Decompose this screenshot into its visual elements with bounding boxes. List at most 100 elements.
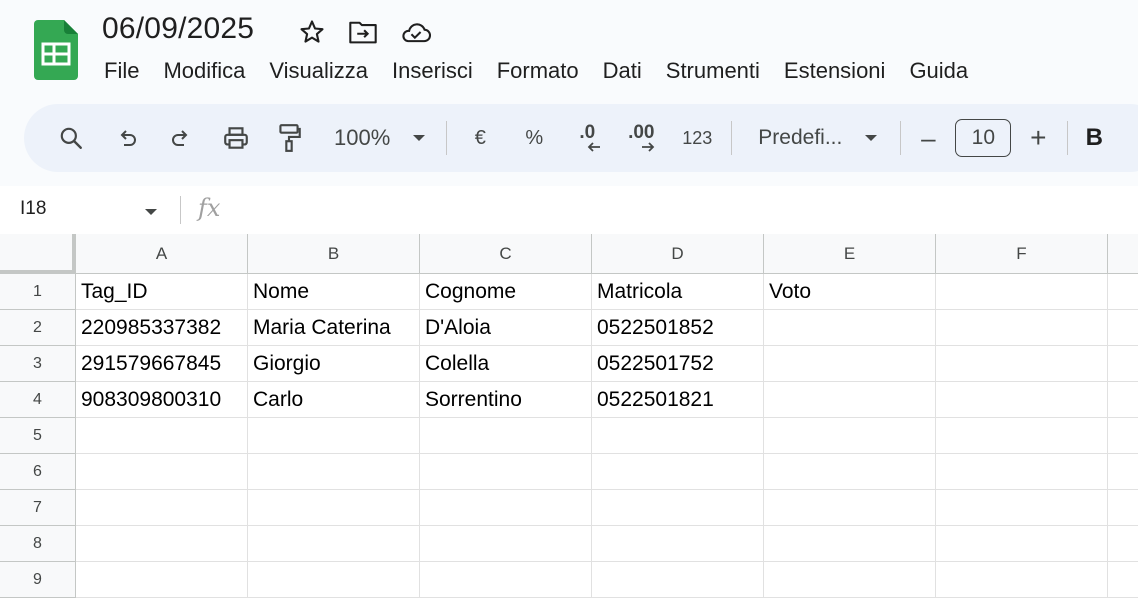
cell-b7[interactable] (248, 490, 420, 526)
row-header-6[interactable]: 6 (0, 454, 76, 490)
cell-a7[interactable] (76, 490, 248, 526)
chevron-down-icon[interactable] (144, 204, 158, 222)
cell-g8[interactable] (1108, 526, 1138, 562)
cell-a1[interactable]: Tag_ID (76, 274, 248, 310)
menu-dati[interactable]: Dati (602, 58, 642, 83)
cell-b2[interactable]: Maria Caterina (248, 310, 420, 346)
cell-d7[interactable] (592, 490, 764, 526)
cell-e4[interactable] (764, 382, 936, 418)
cell-e8[interactable] (764, 526, 936, 562)
column-header-f[interactable]: F (936, 234, 1108, 274)
cloud-saved-icon[interactable] (400, 19, 432, 45)
cell-g3[interactable] (1108, 346, 1138, 382)
menu-visualizza[interactable]: Visualizza (269, 58, 369, 83)
percent-format-button[interactable]: % (525, 126, 544, 149)
cell-c4[interactable]: Sorrentino (420, 382, 592, 418)
cell-d4[interactable]: 0522501821 (592, 382, 764, 418)
bold-button[interactable]: B (1085, 124, 1103, 151)
font-select[interactable]: Predefi... (758, 126, 878, 150)
cell-d8[interactable] (592, 526, 764, 562)
document-title[interactable]: 06/09/2025 (102, 12, 255, 45)
cell-a8[interactable] (76, 526, 248, 562)
menu-estensioni[interactable]: Estensioni (783, 58, 886, 83)
cell-a4[interactable]: 908309800310 (76, 382, 248, 418)
cell-b8[interactable] (248, 526, 420, 562)
cell-e2[interactable] (764, 310, 936, 346)
cell-d9[interactable] (592, 562, 764, 598)
cell-d3[interactable]: 0522501752 (592, 346, 764, 382)
decrease-decimals-button[interactable]: .0 (567, 123, 607, 152)
cell-d1[interactable]: Matricola (592, 274, 764, 310)
cell-a5[interactable] (76, 418, 248, 454)
cell-b5[interactable] (248, 418, 420, 454)
cell-d6[interactable] (592, 454, 764, 490)
star-icon[interactable] (298, 18, 326, 46)
cell-a3[interactable]: 291579667845 (76, 346, 248, 382)
cell-c7[interactable] (420, 490, 592, 526)
cell-g2[interactable] (1108, 310, 1138, 346)
cell-a2[interactable]: 220985337382 (76, 310, 248, 346)
cell-b4[interactable]: Carlo (248, 382, 420, 418)
row-header-4[interactable]: 4 (0, 382, 76, 418)
search-menus-button[interactable] (56, 125, 86, 151)
cell-g5[interactable] (1108, 418, 1138, 454)
cell-e9[interactable] (764, 562, 936, 598)
select-all-corner[interactable] (0, 234, 76, 274)
row-header-8[interactable]: 8 (0, 526, 76, 562)
zoom-select[interactable]: 100% (334, 125, 426, 151)
cell-c1[interactable]: Cognome (420, 274, 592, 310)
column-header-c[interactable]: C (420, 234, 592, 274)
sheets-logo-icon[interactable] (34, 20, 78, 80)
menu-formato[interactable]: Formato (496, 58, 579, 83)
cell-e6[interactable] (764, 454, 936, 490)
cell-f8[interactable] (936, 526, 1108, 562)
cell-d5[interactable] (592, 418, 764, 454)
cell-f3[interactable] (936, 346, 1108, 382)
increase-font-size-button[interactable]: + (1030, 122, 1047, 153)
cell-d2[interactable]: 0522501852 (592, 310, 764, 346)
row-header-5[interactable]: 5 (0, 418, 76, 454)
column-header-d[interactable]: D (592, 234, 764, 274)
menu-file[interactable]: File (104, 58, 140, 83)
cell-c2[interactable]: D'Aloia (420, 310, 592, 346)
menu-inserisci[interactable]: Inserisci (392, 58, 473, 83)
row-header-2[interactable]: 2 (0, 310, 76, 346)
cell-b9[interactable] (248, 562, 420, 598)
cell-b6[interactable] (248, 454, 420, 490)
cell-g6[interactable] (1108, 454, 1138, 490)
menu-strumenti[interactable]: Strumenti (665, 58, 760, 83)
cell-f4[interactable] (936, 382, 1108, 418)
cell-g1[interactable] (1108, 274, 1138, 310)
cell-a9[interactable] (76, 562, 248, 598)
row-header-7[interactable]: 7 (0, 490, 76, 526)
cell-e5[interactable] (764, 418, 936, 454)
decrease-font-size-button[interactable]: – (921, 122, 936, 153)
undo-button[interactable] (112, 126, 142, 150)
row-header-3[interactable]: 3 (0, 346, 76, 382)
name-box[interactable]: I18 (20, 198, 47, 219)
cell-g9[interactable] (1108, 562, 1138, 598)
move-to-folder-icon[interactable] (348, 19, 378, 45)
cell-c9[interactable] (420, 562, 592, 598)
cell-a6[interactable] (76, 454, 248, 490)
row-header-9[interactable]: 9 (0, 562, 76, 598)
cell-b1[interactable]: Nome (248, 274, 420, 310)
row-header-1[interactable]: 1 (0, 274, 76, 310)
column-header-g[interactable] (1108, 234, 1138, 274)
cell-g4[interactable] (1108, 382, 1138, 418)
cell-f5[interactable] (936, 418, 1108, 454)
cell-f7[interactable] (936, 490, 1108, 526)
cell-f9[interactable] (936, 562, 1108, 598)
cell-f2[interactable] (936, 310, 1108, 346)
currency-format-button[interactable]: € (474, 126, 486, 149)
column-header-e[interactable]: E (764, 234, 936, 274)
menu-guida[interactable]: Guida (909, 58, 969, 83)
print-button[interactable] (220, 125, 252, 151)
font-size-input[interactable]: 10 (955, 119, 1012, 157)
cell-f1[interactable] (936, 274, 1108, 310)
redo-button[interactable] (166, 126, 196, 150)
cell-f6[interactable] (936, 454, 1108, 490)
column-header-b[interactable]: B (248, 234, 420, 274)
more-formats-button[interactable]: 123 (682, 127, 713, 148)
cell-e7[interactable] (764, 490, 936, 526)
